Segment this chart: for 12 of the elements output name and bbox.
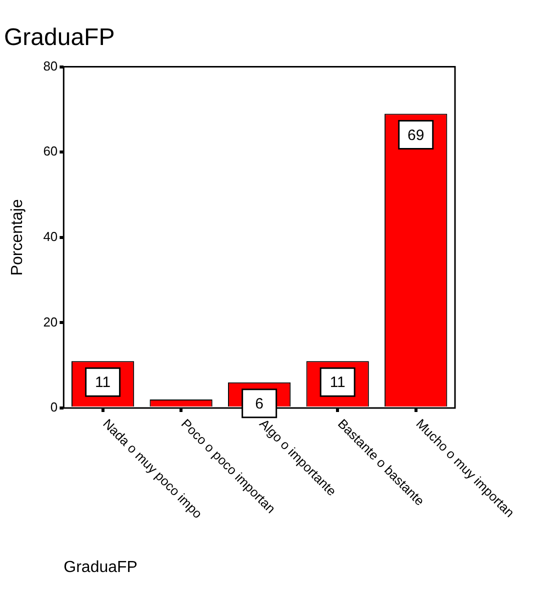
y-tick-label: 20 [43, 314, 58, 330]
data-label: 69 [408, 126, 424, 144]
data-label: 11 [95, 374, 111, 392]
data-label: 6 [255, 396, 264, 413]
x-axis-title: GraduaFP [64, 558, 138, 576]
y-axis-title: Porcentaje [9, 199, 26, 276]
y-tick-label: 80 [43, 58, 58, 74]
chart-title: GraduaFP [4, 24, 115, 52]
y-tick-label: 0 [50, 400, 58, 415]
y-tick-label: 40 [43, 228, 58, 244]
y-tick-label: 60 [43, 144, 58, 159]
data-label: 11 [330, 374, 346, 392]
